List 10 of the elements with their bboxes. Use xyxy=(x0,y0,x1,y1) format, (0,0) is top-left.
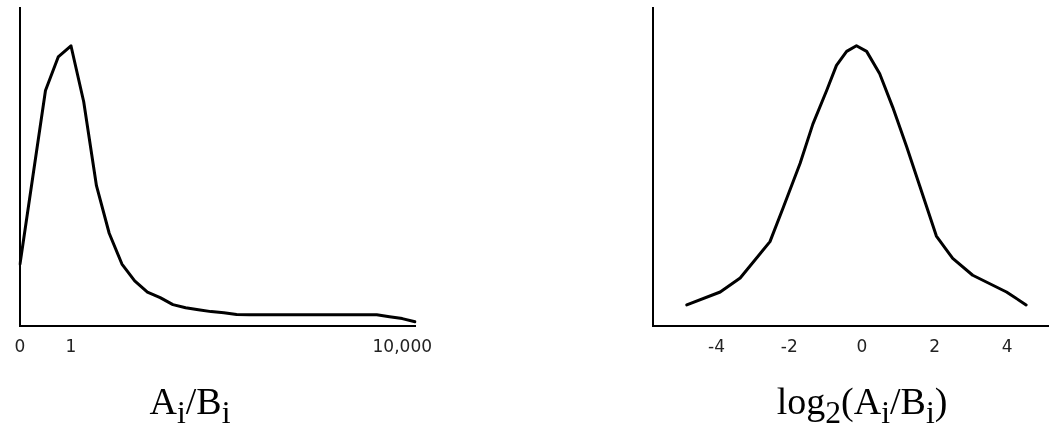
x-tick-label: 0 xyxy=(14,336,26,357)
x-tick-label: -4 xyxy=(708,336,726,357)
x-tick-label: 1 xyxy=(65,336,77,357)
x-tick-label: 2 xyxy=(929,336,940,357)
x-tick-label: 10,000 xyxy=(372,336,432,357)
x-tick-label: 4 xyxy=(1001,336,1013,357)
x-axis-title: log$_{2}$(A$_{i}$/B$_{i}$) xyxy=(776,380,948,430)
x-tick-label: -2 xyxy=(780,336,798,357)
x-tick-label: 0 xyxy=(856,336,868,357)
x-axis-title: A$_{i}$/B$_{i}$ xyxy=(149,380,231,430)
